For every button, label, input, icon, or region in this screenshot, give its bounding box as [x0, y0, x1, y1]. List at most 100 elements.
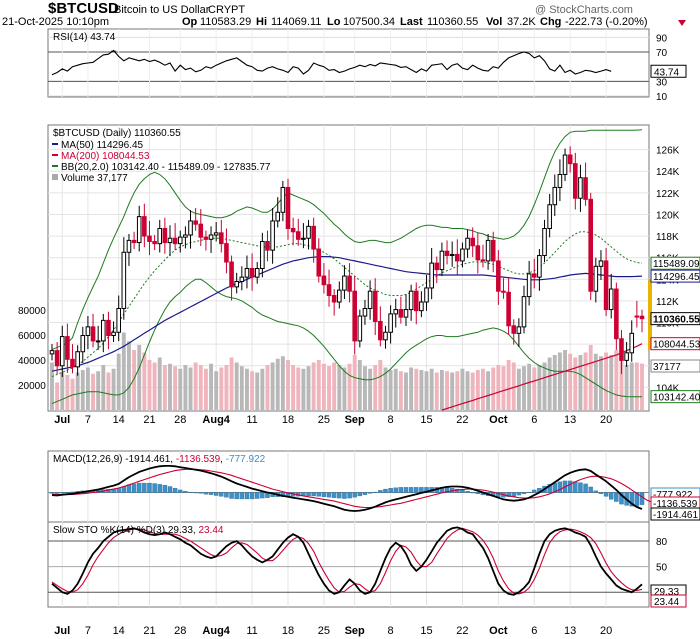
candle-body	[331, 295, 337, 303]
x-tick-label-bottom: Aug4	[202, 625, 230, 637]
macd-histogram-bar	[629, 492, 634, 507]
macd-histogram-bar	[60, 492, 65, 494]
macd-histogram-bar	[54, 492, 60, 494]
volume-bar	[486, 371, 491, 410]
rsi-tick: 70	[656, 48, 668, 59]
macd-histogram-bar	[224, 492, 229, 498]
price-title: $BTCUSD (Daily) 110360.55	[53, 128, 181, 139]
volume-bar	[363, 366, 367, 410]
ma200-legend: MA(200) 108044.53	[61, 151, 150, 162]
last-value: 110360.55	[427, 16, 478, 28]
candle-body	[578, 177, 583, 199]
macd-histogram-bar	[367, 492, 373, 494]
candle-body	[75, 351, 80, 368]
candle-body	[203, 236, 209, 240]
macd-histogram-bar	[337, 492, 342, 499]
x-tick-label-bottom: 11	[246, 625, 257, 637]
macd-histogram-bar	[244, 492, 250, 500]
x-tick-label-bottom: 20	[600, 625, 612, 637]
macd-right-label: -777.922	[653, 490, 693, 501]
price-right-label-box	[650, 269, 700, 283]
macd-title: MACD(12,26,9) -1914.461, -1136.539, -777…	[53, 454, 266, 465]
volume-bar	[501, 366, 506, 410]
macd-histogram-bar	[547, 484, 552, 493]
volume-bar	[629, 362, 634, 410]
volume-bar	[311, 362, 316, 410]
volume-bar	[568, 353, 573, 410]
x-tick-label-middle: 25	[318, 414, 330, 426]
candle-body	[465, 237, 470, 250]
rsi-last-box	[650, 64, 687, 78]
candle-body	[501, 290, 506, 293]
candle-body	[372, 290, 378, 322]
x-axis-labels-middle: Jul 7 14 21 28 Aug4 11 18 25 Sep 8 15 22 Oct 6 13 20	[54, 414, 612, 426]
macd-histogram-bar	[619, 492, 624, 505]
volume-bar	[101, 365, 106, 410]
macd-histogram-bar	[588, 486, 593, 493]
price-right-label-box	[650, 390, 700, 404]
volume-bar	[634, 362, 639, 410]
candle-body	[95, 340, 101, 343]
bb-lower-line	[51, 278, 642, 405]
candle-body	[521, 296, 527, 328]
candle-body	[337, 289, 342, 303]
macd-histogram-bar	[532, 489, 537, 493]
candle-body	[326, 284, 332, 297]
candle-body	[311, 225, 316, 250]
volume-bar	[316, 360, 321, 410]
candle-body	[485, 239, 491, 262]
macd-histogram-bar	[198, 492, 203, 494]
macd-histogram-bar	[167, 486, 173, 493]
op-value: 110583.29	[200, 16, 251, 28]
rsi-tick: 90	[656, 33, 668, 44]
datetime-label: 21-Oct-2025 10:10pm	[2, 16, 109, 28]
volume-bar	[470, 372, 475, 410]
volume-bar	[332, 362, 337, 410]
sto-k-line	[51, 526, 643, 596]
current-price-marker	[648, 279, 652, 350]
candle-body	[470, 237, 475, 247]
price-tick: 112K	[656, 297, 679, 308]
last-label: Last	[400, 16, 423, 28]
candle-body	[480, 259, 486, 262]
candle-body	[239, 276, 245, 282]
macd-histogram-bar	[65, 492, 70, 493]
macd-histogram-bar	[260, 492, 265, 499]
candle-body	[629, 332, 635, 354]
right-labels: 43.74 115489.09 114296.45 110360.55 108044.5…	[650, 64, 700, 608]
macd-histogram-bar	[557, 481, 563, 493]
rsi-line	[51, 49, 612, 76]
macd-histogram-bar	[526, 491, 532, 493]
candle-body	[552, 186, 558, 206]
volume-bar	[460, 368, 465, 410]
candle-body	[496, 260, 501, 292]
price-tick: 120K	[656, 210, 680, 221]
candle-body	[342, 275, 347, 291]
volume-bar	[542, 362, 547, 410]
volume-bar	[137, 345, 142, 410]
candle-body	[162, 228, 168, 244]
x-tick-label-bottom: 22	[456, 625, 468, 637]
volume-bar	[321, 363, 326, 410]
volume-bar	[563, 350, 567, 410]
macd-histogram-bar	[49, 492, 55, 494]
volume-bar	[127, 341, 131, 410]
volume-bar	[245, 368, 249, 410]
x-tick-label-bottom: 7	[85, 625, 91, 637]
candle-body	[177, 236, 183, 245]
x-tick-label-middle: 11	[246, 414, 257, 426]
candle-body	[229, 261, 234, 288]
volume-bar	[234, 362, 239, 410]
volume-bar	[142, 352, 147, 410]
volume-bar	[522, 366, 526, 410]
macd-histogram-bar	[475, 492, 481, 494]
volume-bar	[357, 360, 362, 410]
macd-histogram-bar	[511, 492, 516, 497]
volume-bar	[368, 368, 373, 410]
macd-histogram-bar	[183, 491, 188, 493]
macd-histogram-bar	[639, 492, 645, 505]
macd-histogram-bar	[208, 492, 214, 495]
macd-histogram-bar	[229, 492, 234, 499]
volume-bar	[75, 372, 80, 410]
x-tick-label-bottom: 21	[143, 625, 155, 637]
